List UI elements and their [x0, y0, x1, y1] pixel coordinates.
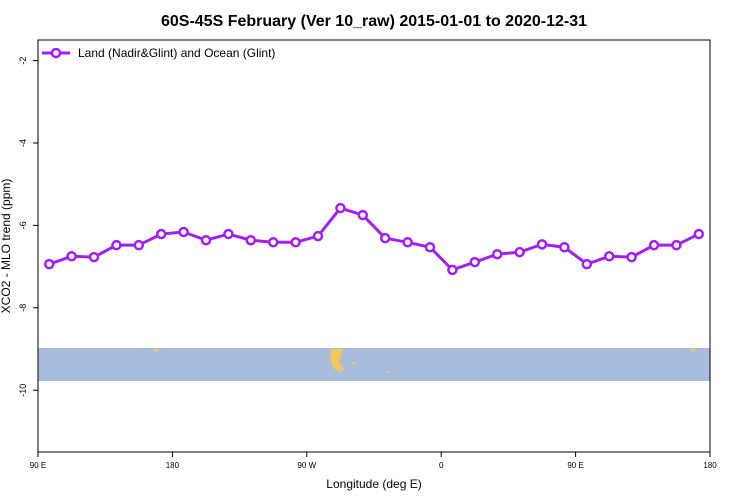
- plot-frame: [37, 39, 711, 453]
- data-point: [290, 237, 301, 248]
- data-point: [491, 248, 503, 260]
- data-point: [245, 234, 257, 246]
- data-point: [155, 228, 167, 240]
- data-point: [312, 230, 324, 242]
- x-tick-label: 180: [703, 461, 717, 470]
- x-tick-label: 90 E: [567, 461, 583, 470]
- y-axis-label: XCO2 - MLO trend (ppm): [0, 179, 13, 314]
- data-point: [536, 239, 548, 250]
- data-point: [223, 228, 234, 240]
- data-point: [111, 239, 122, 251]
- data-point: [66, 251, 77, 262]
- data-point: [671, 239, 682, 251]
- data-point: [133, 239, 145, 251]
- data-point: [357, 209, 369, 221]
- data-point: [693, 228, 705, 240]
- x-axis-label: Longitude (deg E): [326, 477, 421, 491]
- x-tick-label: 90 W: [297, 461, 316, 470]
- data-point: [514, 246, 525, 258]
- legend-label: Land (Nadir&Glint) and Ocean (Glint): [78, 46, 275, 60]
- series-line: [48, 206, 700, 272]
- x-tick-label: 90 E: [30, 461, 46, 470]
- data-point: [603, 251, 615, 262]
- data-point: [447, 264, 458, 276]
- data-point: [559, 241, 570, 253]
- data-point: [379, 232, 391, 244]
- x-tick-label: 180: [166, 461, 180, 470]
- y-tick-label: -6: [18, 221, 28, 229]
- data-point: [424, 241, 436, 253]
- x-tick-label: 0: [439, 461, 444, 470]
- chart-title: 60S-45S February (Ver 10_raw) 2015-01-01…: [161, 13, 587, 30]
- data-point: [335, 202, 346, 214]
- data-point: [648, 239, 660, 251]
- data-point: [88, 251, 100, 263]
- y-tick-label: -2: [18, 57, 28, 65]
- data-point: [581, 258, 593, 270]
- y-tick-label: -10: [18, 384, 28, 397]
- data-point: [178, 226, 189, 238]
- y-tick-label: -4: [18, 139, 28, 147]
- data-point: [626, 251, 637, 263]
- data-point: [200, 234, 212, 246]
- data-point: [267, 237, 279, 248]
- legend-marker: [50, 47, 62, 59]
- data-point: [43, 258, 55, 270]
- data-point: [402, 237, 413, 248]
- map-background: [38, 348, 710, 381]
- y-tick-label: -8: [18, 304, 28, 312]
- data-point: [469, 256, 481, 268]
